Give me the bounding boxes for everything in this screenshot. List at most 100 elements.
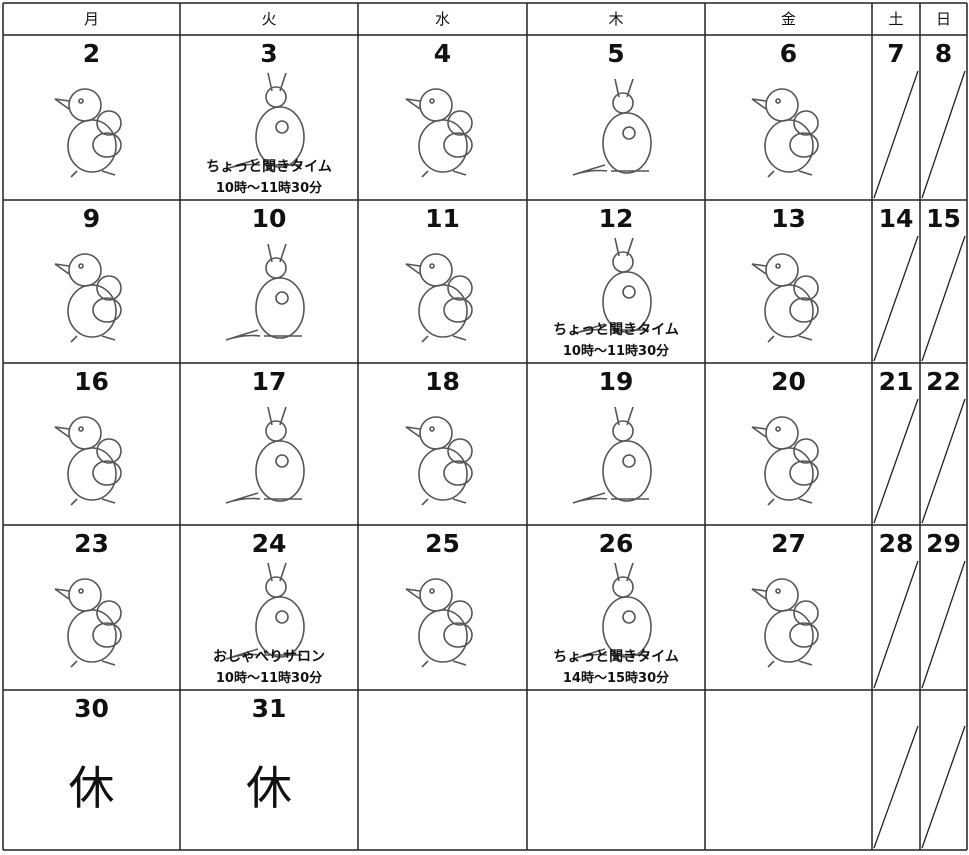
event-time: 10時～11時30分 [215,671,323,686]
day-number: 3 [260,39,278,68]
duck-head [418,416,453,450]
duck-illustration [751,416,819,506]
weekday-header: 金 [780,10,796,28]
duck-eye [77,426,84,432]
duck-head [764,253,799,287]
duck-illustration [751,578,819,668]
weekday-header: 木 [608,10,624,28]
day-number: 8 [934,39,953,68]
duck-feet [69,335,115,343]
kangaroo-illustration [572,562,652,660]
day-number: 31 [251,694,287,723]
duck-feet [420,660,466,668]
duck-feet [69,660,115,668]
day-number: 27 [771,529,806,558]
joey [275,291,289,305]
duck-body [66,284,117,338]
kangaroo-head [265,420,287,442]
duck-illustration [405,578,473,668]
kangaroo-tail [572,492,608,504]
duck-head [67,578,102,612]
kangaroo-head [265,257,287,279]
day-number: 2 [82,39,101,68]
duck-illustration [751,253,819,343]
chick-head [95,110,122,136]
day-number: 6 [779,39,798,68]
diagonal-slash [873,70,919,199]
day-number: 20 [771,367,806,396]
kangaroo-tail [225,329,261,341]
duck-illustration [54,578,122,668]
duck-head [418,88,453,122]
chick-head [792,275,819,301]
duck-beak [751,98,766,110]
duck-head [764,578,799,612]
day-number: 19 [598,367,634,396]
event-title: ちょっと聞きタイム [553,649,679,665]
day-number: 15 [926,204,961,233]
duck-illustration [54,416,122,506]
duck-eye [774,588,781,594]
day-number: 24 [251,529,287,558]
chick-head [446,275,473,301]
event-title: おしゃべりサロン [213,649,325,665]
duck-beak [405,263,420,275]
day-number: 10 [251,204,287,233]
kangaroo-head [612,420,634,442]
chick-head [95,275,122,301]
kangaroo-illustration [225,243,305,341]
joey [622,610,636,624]
chick-head [95,438,122,464]
weekday-header: 土 [888,10,904,28]
day-number: 11 [425,204,460,233]
chick-body [788,622,819,648]
weekday-header: 火 [261,10,277,28]
duck-eye [428,426,435,432]
kangaroo-tail [572,323,608,335]
day-number: 13 [771,204,806,233]
duck-feet [69,170,115,178]
kangaroo-body [255,277,305,339]
diagonal-slash [921,235,966,362]
duck-head [764,416,799,450]
kangaroo-illustration [225,72,305,170]
joey [275,120,289,134]
chick-body [91,622,122,648]
event-time: 10時～11時30分 [562,344,670,359]
event-time: 10時～11時30分 [215,181,323,196]
day-number: 17 [251,367,287,396]
duck-illustration [405,88,473,178]
duck-body [763,447,814,501]
chick-body [442,297,473,323]
chick-head [792,110,819,136]
duck-beak [54,263,69,275]
kangaroo-body [602,112,652,174]
duck-body [417,284,468,338]
chick-body [442,622,473,648]
joey [622,126,636,140]
day-number: 26 [598,529,634,558]
day-number: 29 [926,529,961,558]
joey [275,454,289,468]
duck-beak [54,588,69,600]
duck-eye [774,98,781,104]
duck-illustration [405,253,473,343]
duck-head [67,253,102,287]
duck-body [763,284,814,338]
duck-feet [766,498,812,506]
duck-head [67,88,102,122]
duck-beak [54,98,69,110]
duck-body [763,119,814,173]
diagonal-slash [921,560,966,689]
duck-eye [77,588,84,594]
duck-eye [774,426,781,432]
diagonal-slash [921,70,966,199]
duck-beak [751,263,766,275]
day-number: 23 [74,529,109,558]
duck-beak [405,426,420,438]
duck-eye [77,263,84,269]
duck-beak [405,98,420,110]
chick-body [788,132,819,158]
